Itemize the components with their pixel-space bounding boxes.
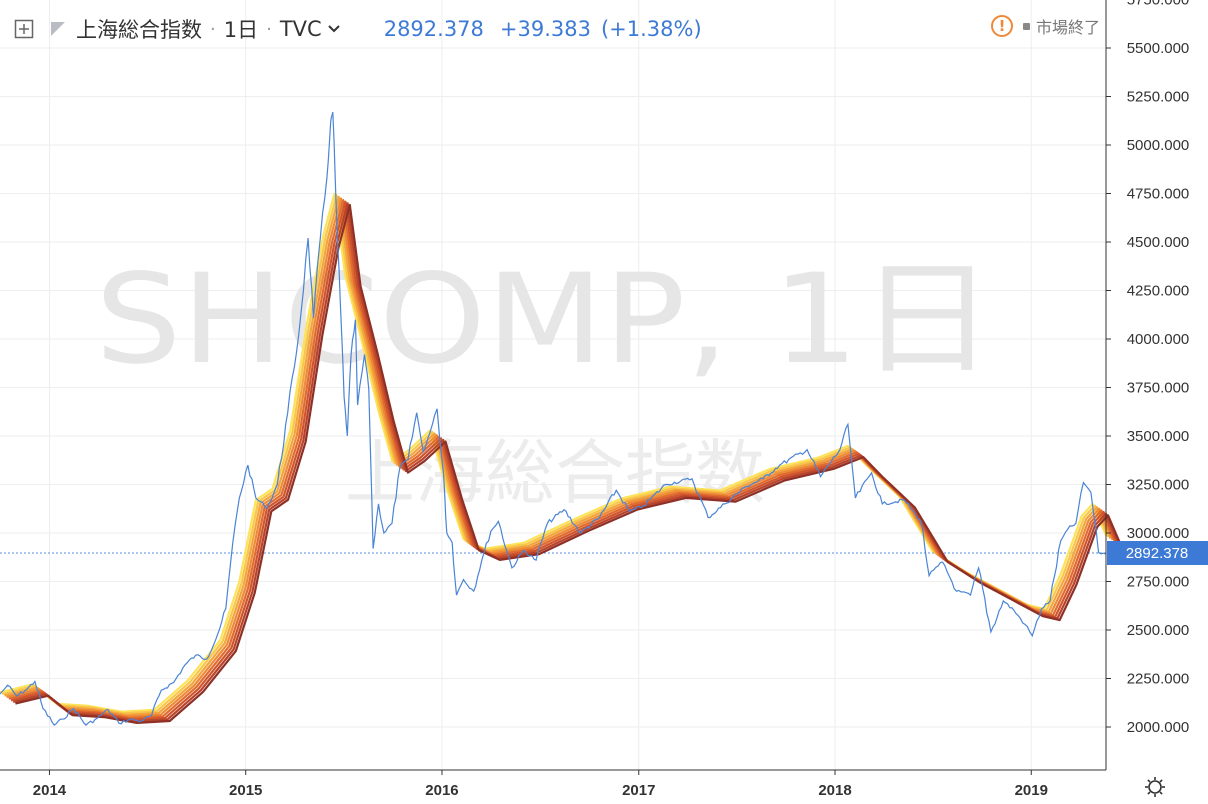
status-dot [1022, 22, 1030, 30]
market-status-text: 市場終了 [1035, 18, 1100, 37]
y-tick-label: 3750.000 [1127, 380, 1190, 397]
flag-icon[interactable] [48, 19, 68, 39]
x-tick-label: 2014 [33, 782, 67, 799]
price-change: +39.383 [499, 17, 591, 41]
y-tick-label: 4000.000 [1127, 331, 1190, 348]
exchange-label[interactable]: TVC [279, 17, 322, 41]
x-tick-label: 2017 [622, 782, 655, 799]
x-tick-label: 2015 [229, 782, 262, 799]
y-tick-label: 5000.000 [1127, 137, 1190, 154]
chevron-down-icon[interactable] [327, 24, 340, 34]
y-tick-label: 2000.000 [1127, 719, 1190, 736]
y-tick-label: 3500.000 [1127, 428, 1190, 445]
y-tick-label: 2750.000 [1127, 574, 1190, 591]
market-status: ! 市場終了 [990, 14, 1100, 38]
interval-button[interactable]: 1日 [223, 18, 259, 42]
chart-watermark: SHCOMP, 1日 上海総合指数 [95, 248, 995, 514]
x-tick-label: 2016 [425, 782, 458, 799]
y-tick-label: 5500.000 [1127, 40, 1190, 57]
symbol-name[interactable]: 上海総合指数 [76, 18, 202, 42]
y-tick-label: 2250.000 [1127, 671, 1190, 688]
y-tick-label: 3250.000 [1127, 477, 1190, 494]
watermark-title: SHCOMP, 1日 [95, 248, 995, 392]
header-separator: · [266, 18, 272, 40]
price-series-line [0, 111, 1107, 726]
y-tick-label: 2500.000 [1127, 622, 1190, 639]
y-tick-label: 3000.000 [1127, 525, 1190, 542]
y-tick-label: 5750.000 [1127, 0, 1190, 9]
y-tick-label: 4750.000 [1127, 186, 1190, 203]
y-tick-label: 5250.000 [1127, 89, 1190, 106]
x-tick-label: 2018 [818, 782, 851, 799]
last-price-label: 2892.378 [1107, 541, 1208, 565]
y-tick-label: 4500.000 [1127, 234, 1190, 251]
gear-icon[interactable] [1140, 774, 1170, 800]
time-axis[interactable]: 2014 2015 2016 2017 2018 2019 [33, 770, 1048, 799]
price-axis[interactable]: 2000.000 2250.000 2500.000 2750.000 3000.000… [1106, 0, 1189, 736]
header-separator: · [210, 18, 216, 40]
price-change-percent: (+1.38%) [600, 17, 702, 41]
chart-grid [0, 0, 1106, 770]
last-price-label-text: 2892.378 [1126, 545, 1189, 562]
x-tick-label: 2019 [1015, 782, 1048, 799]
symbol-header: 上海総合指数 · 1日 · TVC 2892.378 +39.383 (+1.3… [14, 10, 702, 48]
alert-circle-icon[interactable]: ! [990, 15, 1013, 37]
moving-average-line [15, 203, 1123, 724]
last-price: 2892.378 [383, 17, 484, 41]
moving-average-ribbon [0, 192, 1123, 724]
plus-square-icon[interactable] [14, 19, 34, 39]
y-tick-label: 4250.000 [1127, 283, 1190, 300]
